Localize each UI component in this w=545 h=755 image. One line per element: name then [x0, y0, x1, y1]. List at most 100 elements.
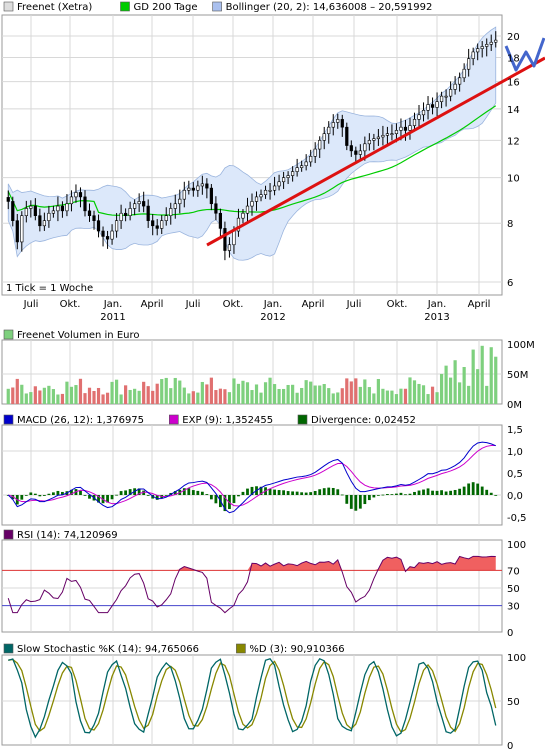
- volume-bar: [453, 360, 457, 404]
- volume-bar: [467, 385, 471, 404]
- candle-body: [33, 205, 37, 216]
- volume-bar: [331, 393, 335, 404]
- volume-bar: [87, 387, 92, 404]
- divergence-bar: [155, 495, 159, 500]
- candle-body: [209, 187, 213, 205]
- divergence-bar: [61, 491, 64, 495]
- candle-body: [96, 220, 101, 232]
- volume-bar: [146, 386, 150, 404]
- candle-body: [272, 185, 277, 191]
- divergence-bar: [381, 494, 385, 496]
- trend-line: [206, 56, 545, 247]
- candle-body: [435, 101, 439, 108]
- y-tick-label: 70: [507, 566, 520, 577]
- candle-body: [142, 201, 146, 207]
- candle-body: [11, 201, 15, 221]
- volume-bar: [205, 384, 209, 404]
- panel-frame: [1, 654, 503, 746]
- volume-bar: [51, 389, 55, 404]
- x-year-label: 2013: [424, 312, 449, 323]
- y-tick-label: -0,5: [507, 513, 527, 524]
- divergence-bar: [363, 495, 367, 505]
- tick-note: 1 Tick = 1 Woche: [6, 283, 93, 294]
- candle-body: [69, 196, 74, 205]
- divergence-bar: [309, 492, 313, 495]
- legend-label: MACD (26, 12): 1,376975: [17, 415, 144, 426]
- volume-bar: [24, 393, 28, 404]
- divergence-bar: [200, 491, 204, 495]
- candle-body: [56, 205, 60, 212]
- candle-body: [42, 220, 46, 227]
- divergence-bar: [417, 490, 421, 495]
- volume-bar: [241, 380, 245, 404]
- volume-bar: [96, 387, 101, 404]
- candle-body: [20, 215, 24, 243]
- volume-bar: [390, 390, 394, 404]
- panel-frame: [1, 539, 503, 633]
- divergence-bar: [422, 489, 425, 495]
- candle-body: [471, 51, 475, 59]
- volume-bar: [268, 377, 272, 404]
- divergence-bar: [223, 495, 227, 512]
- divergence-bar: [458, 488, 462, 495]
- volume-bar: [232, 378, 236, 404]
- volume-bar: [313, 385, 317, 404]
- volume-bar: [142, 381, 146, 404]
- volume-bar: [494, 356, 498, 404]
- volume-bar: [327, 388, 331, 404]
- divergence-bar: [146, 495, 150, 496]
- candle-body: [133, 203, 137, 209]
- volume-bar: [444, 365, 448, 404]
- divergence-bar: [399, 492, 403, 495]
- candle-body: [467, 58, 471, 70]
- divergence-bar: [250, 486, 254, 495]
- candle-body: [480, 46, 484, 49]
- candle-body: [340, 119, 344, 128]
- candle-body: [281, 177, 286, 183]
- volume-bar: [124, 385, 128, 404]
- divergence-bar: [480, 486, 484, 495]
- divergence-bar: [367, 495, 371, 501]
- volume-bar: [358, 386, 362, 404]
- legend-label: Divergence: 0,02452: [311, 415, 416, 426]
- volume-bar: [372, 393, 376, 404]
- volume-bar: [101, 394, 105, 404]
- volume-bar: [367, 387, 371, 404]
- y-tick-label: 20: [507, 32, 520, 43]
- y-tick-label: 12: [507, 136, 520, 147]
- candle-body: [250, 201, 254, 207]
- candle-body: [155, 225, 159, 229]
- volume-bar: [318, 385, 322, 404]
- volume-bar: [430, 386, 435, 404]
- legend-swatch-square-icon: [3, 414, 14, 425]
- divergence-bar: [295, 491, 299, 495]
- y-tick-label: 50: [507, 697, 520, 708]
- legend-swatch-square-icon: [3, 643, 14, 654]
- legend-swatch-square-icon: [297, 414, 308, 425]
- divergence-bar: [440, 490, 443, 495]
- candle-body: [119, 212, 123, 221]
- volume-bar: [74, 385, 78, 404]
- x-month-label: Jan.: [263, 299, 283, 310]
- stoch-k-line: [8, 657, 497, 739]
- divergence-bar: [214, 495, 218, 504]
- y-tick-label: 50: [507, 584, 520, 595]
- candle-body: [318, 140, 322, 150]
- volume-bar: [304, 380, 308, 404]
- volume-panel: Freenet Volumen in Euro 0M 50M 100M: [1, 329, 535, 411]
- divergence-bar: [88, 495, 91, 499]
- divergence-bar: [444, 491, 448, 495]
- candle-body: [92, 215, 96, 221]
- candle-body: [191, 187, 195, 191]
- divergence-bar: [237, 495, 240, 497]
- divergence-bar: [51, 492, 55, 495]
- divergence-bar: [191, 490, 195, 495]
- y-tick-label: 100: [507, 653, 526, 664]
- volume-bar: [155, 383, 159, 404]
- legend-swatch-square-icon: [3, 529, 14, 540]
- volume-bar: [15, 378, 19, 404]
- legend-label: EXP (9): 1,352455: [182, 415, 273, 426]
- price-panel: Freenet (Xetra) GD 200 Tage Bollinger (20,…: [1, 1, 545, 323]
- candle-body: [485, 44, 489, 47]
- candle-body: [6, 197, 10, 202]
